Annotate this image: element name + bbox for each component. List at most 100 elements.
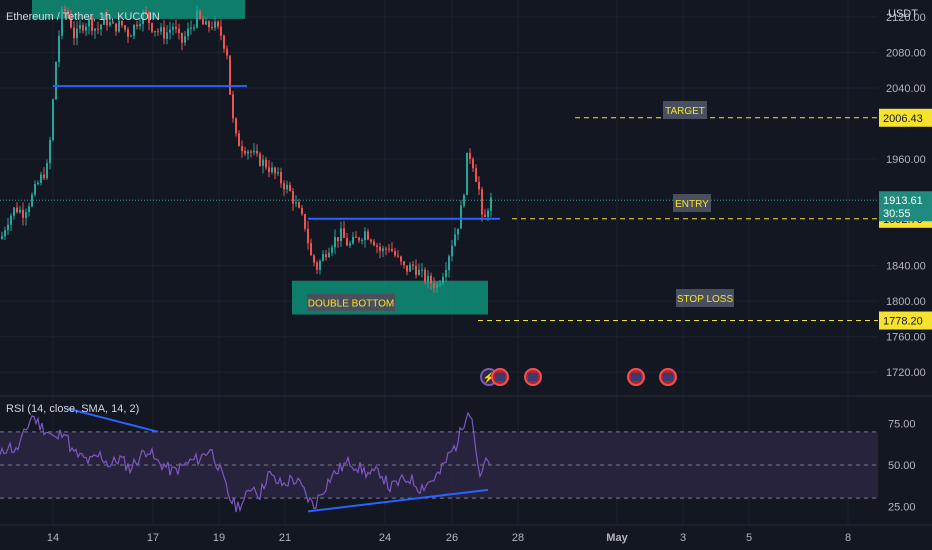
candle[interactable] — [382, 245, 384, 258]
candle[interactable] — [157, 28, 159, 36]
candle[interactable] — [220, 19, 222, 41]
candle[interactable] — [73, 21, 75, 46]
candle[interactable] — [166, 25, 168, 45]
us-flag-icon[interactable] — [524, 368, 542, 386]
candle[interactable] — [223, 34, 225, 53]
candle[interactable] — [199, 9, 201, 21]
candle[interactable] — [430, 272, 432, 290]
candle[interactable] — [106, 9, 108, 31]
candle[interactable] — [460, 200, 462, 229]
candle[interactable] — [109, 15, 111, 28]
candle[interactable] — [364, 227, 366, 248]
candle[interactable] — [454, 227, 456, 247]
candle[interactable] — [418, 263, 420, 276]
candle[interactable] — [46, 159, 48, 181]
candle[interactable] — [313, 254, 315, 267]
candle[interactable] — [403, 260, 405, 269]
candle[interactable] — [475, 164, 477, 183]
candle[interactable] — [196, 5, 198, 29]
candle[interactable] — [373, 239, 375, 247]
candle[interactable] — [238, 130, 240, 147]
candle[interactable] — [268, 160, 270, 178]
candle[interactable] — [247, 149, 249, 160]
candle[interactable] — [34, 180, 36, 197]
candle[interactable] — [79, 19, 81, 34]
candle[interactable] — [58, 30, 60, 68]
candle[interactable] — [43, 167, 45, 181]
candle[interactable] — [148, 11, 150, 31]
candle[interactable] — [82, 22, 84, 34]
candle[interactable] — [97, 21, 99, 35]
candle[interactable] — [217, 20, 219, 30]
rsi-divergence-high[interactable] — [67, 407, 159, 433]
candle[interactable] — [385, 246, 387, 256]
candle[interactable] — [325, 250, 327, 261]
candle[interactable] — [400, 255, 402, 266]
candle[interactable] — [112, 20, 114, 24]
candle[interactable] — [151, 22, 153, 34]
candle[interactable] — [286, 180, 288, 194]
candle[interactable] — [304, 213, 306, 232]
candle[interactable] — [250, 149, 252, 158]
candle[interactable] — [61, 6, 63, 40]
candle[interactable] — [37, 180, 39, 186]
candle[interactable] — [307, 221, 309, 250]
candle[interactable] — [181, 32, 183, 51]
candle[interactable] — [91, 15, 93, 36]
candle[interactable] — [349, 240, 351, 248]
candle[interactable] — [253, 143, 255, 156]
candle[interactable] — [262, 154, 264, 174]
candle[interactable] — [64, 5, 66, 18]
candle[interactable] — [289, 181, 291, 192]
candle[interactable] — [337, 237, 339, 248]
candle[interactable] — [265, 156, 267, 170]
candle[interactable] — [310, 238, 312, 256]
candle[interactable] — [484, 208, 486, 218]
candle[interactable] — [28, 202, 30, 217]
candle[interactable] — [202, 16, 204, 25]
candle[interactable] — [187, 22, 189, 41]
candle[interactable] — [244, 146, 246, 157]
candle[interactable] — [10, 213, 12, 232]
candle[interactable] — [412, 260, 414, 271]
price-candles[interactable] — [1, 5, 492, 293]
candle[interactable] — [388, 243, 390, 253]
candle[interactable] — [259, 151, 261, 167]
candle[interactable] — [490, 192, 492, 217]
candle[interactable] — [322, 250, 324, 262]
candle[interactable] — [184, 30, 186, 46]
time-axis[interactable]: 14 17 19 21 24 26 28 May 3 5 8 — [0, 524, 932, 544]
us-flag-icon[interactable] — [659, 368, 677, 386]
candle[interactable] — [19, 206, 21, 214]
candle[interactable] — [67, 7, 69, 19]
candle[interactable] — [52, 98, 54, 142]
candle[interactable] — [361, 237, 363, 245]
candle[interactable] — [451, 239, 453, 262]
candle[interactable] — [397, 249, 399, 259]
candle[interactable] — [352, 232, 354, 245]
candle[interactable] — [436, 281, 438, 293]
candle[interactable] — [190, 20, 192, 35]
candle[interactable] — [16, 202, 18, 214]
candle[interactable] — [334, 229, 336, 255]
candle[interactable] — [292, 187, 294, 211]
candle[interactable] — [391, 242, 393, 253]
candle[interactable] — [1, 231, 3, 240]
candle[interactable] — [232, 90, 234, 123]
candle[interactable] — [214, 16, 216, 31]
candle[interactable] — [127, 27, 129, 43]
candle[interactable] — [283, 180, 285, 196]
candle[interactable] — [208, 19, 210, 33]
candle[interactable] — [466, 152, 468, 196]
candle[interactable] — [124, 24, 126, 33]
candle[interactable] — [49, 136, 51, 170]
candle[interactable] — [103, 13, 105, 26]
candle[interactable] — [442, 272, 444, 286]
candle[interactable] — [415, 259, 417, 279]
candle[interactable] — [226, 45, 228, 60]
candle[interactable] — [70, 10, 72, 29]
candle[interactable] — [130, 34, 132, 37]
candle[interactable] — [439, 280, 441, 288]
candle[interactable] — [115, 23, 117, 36]
